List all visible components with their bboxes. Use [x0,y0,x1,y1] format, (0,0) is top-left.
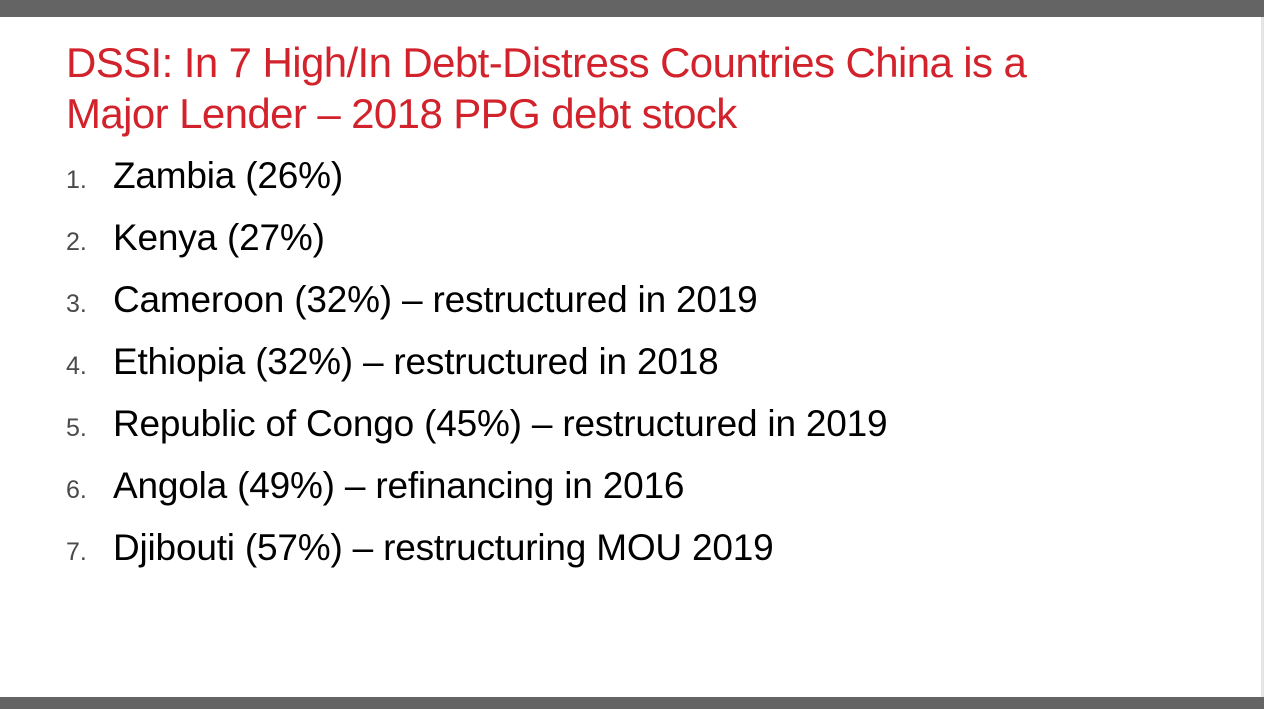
list-item-number: 4. [66,352,87,380]
list-item-number: 2. [66,228,87,256]
numbered-list: 1. Zambia (26%) 2. Kenya (27%) 3. Cameroon … [66,155,888,589]
list-item-text: Ethiopia (32%) – restructured in 2018 [113,341,719,382]
list-item-text: Republic of Congo (45%) – restructured i… [113,403,888,444]
list-item: 5. Republic of Congo (45%) – restructured… [66,403,888,465]
list-item-number: 6. [66,476,87,504]
list-item-text: Cameroon (32%) – restructured in 2019 [113,279,758,320]
list-item-text: Kenya (27%) [113,217,325,258]
list-item: 7. Djibouti (57%) – restructuring MOU 201… [66,527,887,589]
list-item-number: 7. [66,538,87,566]
list-item: 6. Angola (49%) – refinancing in 2016 [66,465,887,527]
slide-title-line-2: Major Lender – 2018 PPG debt stock [66,90,737,137]
slide-title: DSSI: In 7 High/In Debt-Distress Countri… [66,37,1216,139]
viewer-bottom-bar [0,697,1264,709]
list-item: 1. Zambia (26%) [66,155,887,217]
list-item: 3. Cameroon (32%) – restructured in 2019 [66,279,887,341]
list-item-text: Djibouti (57%) – restructuring MOU 2019 [113,527,774,568]
list-item: 4. Ethiopia (32%) – restructured in 2018 [66,341,887,403]
list-item-text: Zambia (26%) [113,155,343,196]
slide: DSSI: In 7 High/In Debt-Distress Countri… [0,17,1261,697]
list-item: 2. Kenya (27%) [66,217,887,279]
viewer-top-bar [0,0,1264,17]
list-item-number: 1. [66,166,87,194]
slide-edge-shadow [1261,17,1264,697]
list-item-text: Angola (49%) – refinancing in 2016 [113,465,685,506]
list-item-number: 3. [66,290,87,318]
list-item-number: 5. [66,414,87,442]
slide-title-line-1: DSSI: In 7 High/In Debt-Distress Countri… [66,39,1027,86]
